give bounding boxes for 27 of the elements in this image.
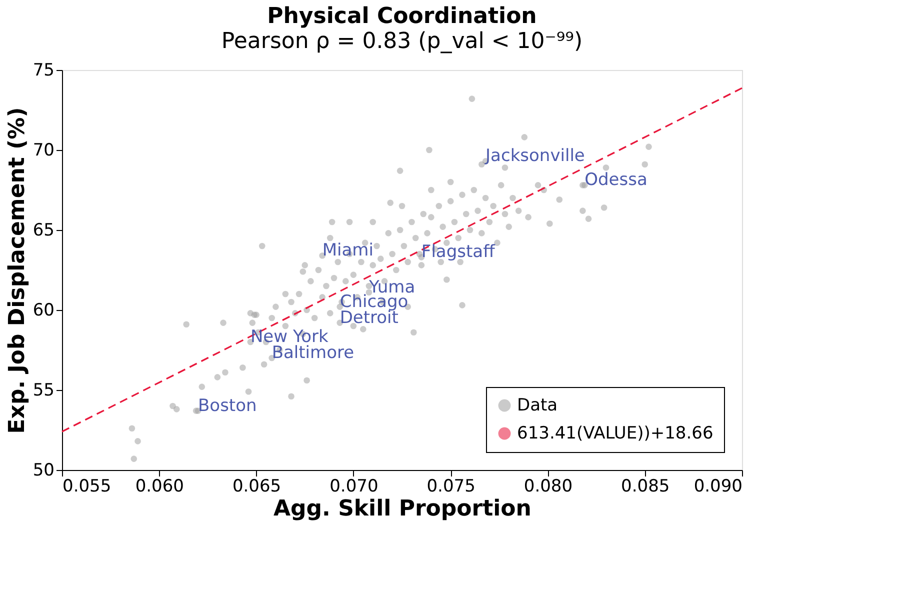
chart-title: Physical Coordination — [267, 4, 537, 29]
x-tick-label: 0.060 — [135, 476, 184, 496]
legend-label: Data — [517, 396, 558, 416]
y-tick-label: 50 — [32, 460, 54, 480]
annotation: Flagstaff — [421, 242, 496, 262]
x-tick-label: 0.055 — [62, 476, 112, 496]
x-tick-label: 0.085 — [621, 476, 670, 496]
x-tick-label: 0.065 — [232, 476, 282, 496]
y-tick-label: 55 — [32, 380, 54, 400]
y-tick-label: 70 — [32, 140, 54, 160]
annotation: Jacksonville — [484, 146, 585, 166]
x-tick-label: 0.070 — [330, 476, 378, 496]
annotation: Boston — [198, 396, 257, 416]
y-tick-label: 60 — [32, 300, 54, 320]
annotation: Odessa — [584, 170, 648, 190]
y-tick-label: 75 — [32, 60, 54, 80]
annotation: Baltimore — [272, 343, 354, 363]
annotation: Chicago — [340, 292, 408, 312]
y-tick-label: 65 — [32, 220, 54, 240]
x-tick-label: 0.080 — [524, 476, 573, 496]
annotation: Miami — [322, 240, 374, 261]
legend-label: 613.41(VALUE))+18.66 — [517, 424, 714, 444]
x-axis-title: Agg. Skill Proportion — [274, 496, 532, 522]
x-tick-label: 0.075 — [426, 476, 476, 496]
chart-subtitle: Pearson ρ = 0.83 (p_val < 10⁻⁹⁹) — [221, 29, 583, 54]
y-axis-title: Exp. Job Displacement (%) — [4, 107, 30, 434]
x-tick-label: 0.090 — [694, 476, 742, 496]
